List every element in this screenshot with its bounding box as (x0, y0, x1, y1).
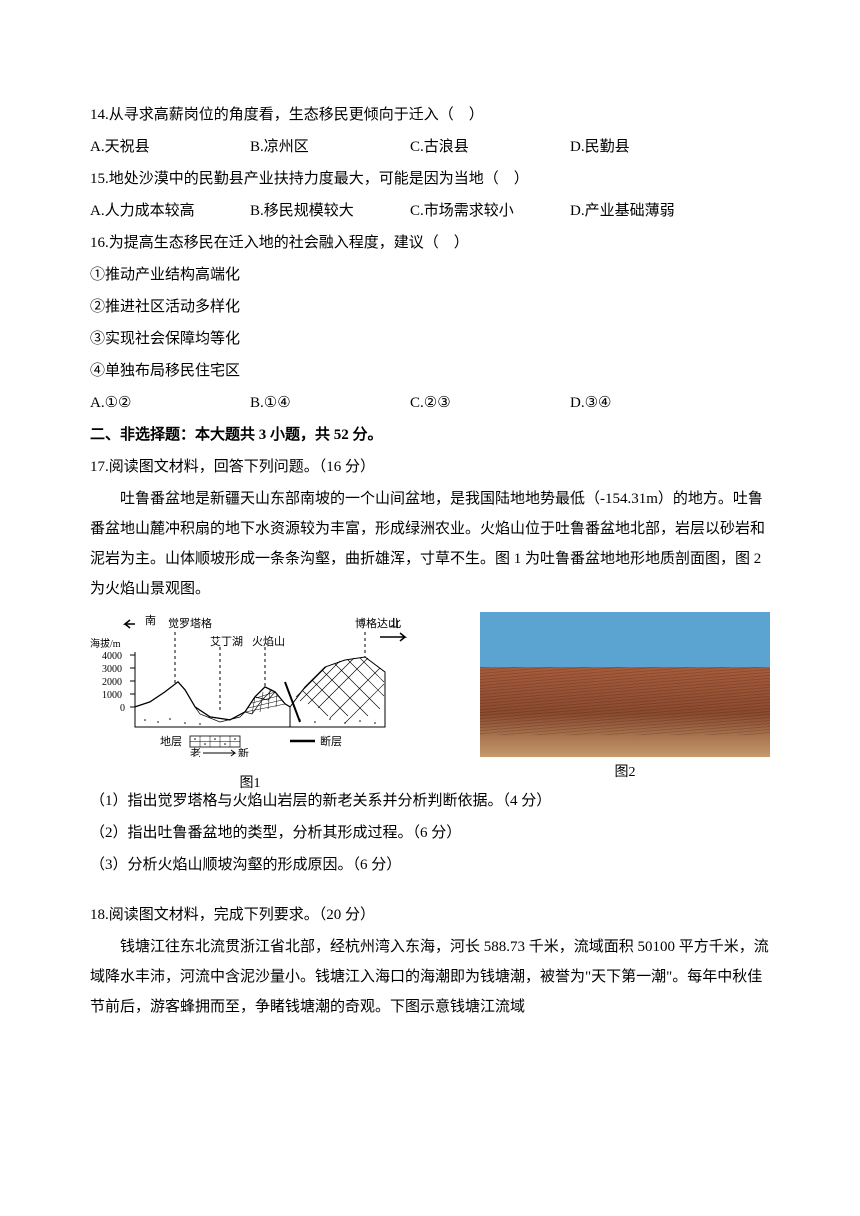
q16-option-b: B.①④ (250, 388, 410, 418)
q16-item-3: ③实现社会保障均等化 (90, 324, 770, 354)
q17-sub2: （2）指出吐鲁番盆地的类型，分析其形成过程。（6 分） (90, 818, 770, 848)
south-arrow-icon (125, 620, 135, 628)
fig1-jueluotage-label: 觉罗塔格 (168, 616, 212, 630)
q18-passage: 钱塘江往东北流贯浙江省北部，经杭州湾入东海，河长 588.73 千米，流域面积 … (90, 932, 770, 1022)
fig1-south-label: 南 (145, 614, 156, 627)
q16-item-4: ④单独布局移民住宅区 (90, 356, 770, 386)
fig1-aidinghu-label: 艾丁湖 (210, 635, 243, 648)
q16-options: A.①② B.①④ C.②③ D.③④ (90, 388, 770, 418)
q16-stem: 16.为提高生态移民在迁入地的社会融入程度，建议（ ） (90, 228, 770, 258)
figure1-container: 南 觉罗塔格 艾丁湖 火焰山 博格达山 北 海拔/m 4000 3000 200… (90, 612, 410, 782)
figure2-container: 图2 (480, 612, 770, 782)
q18-stem: 18.阅读图文材料，完成下列要求。（20 分） (90, 900, 770, 930)
fig1-legend-dilayer: 地层 (160, 735, 182, 748)
q14-option-a: A.天祝县 (90, 132, 250, 162)
fig1-huoyanshan-label: 火焰山 (252, 634, 285, 648)
q14-options: A.天祝县 B.凉州区 C.古浪县 D.民勤县 (90, 132, 770, 162)
q15-option-d: D.产业基础薄弱 (570, 196, 730, 226)
q16-option-d: D.③④ (570, 388, 730, 418)
q14-option-b: B.凉州区 (250, 132, 410, 162)
q16-option-c: C.②③ (410, 388, 570, 418)
figure1-caption: 图1 (90, 770, 410, 798)
q17-passage: 吐鲁番盆地是新疆天山东部南坡的一个山间盆地，是我国陆地地势最低（-154.31m… (90, 484, 770, 604)
huoyanshan-photo (480, 612, 770, 757)
fig1-ytick-3000: 3000 (102, 664, 122, 675)
figures-row: 南 觉罗塔格 艾丁湖 火焰山 博格达山 北 海拔/m 4000 3000 200… (90, 612, 770, 782)
section2-title: 二、非选择题：本大题共 3 小题，共 52 分。 (90, 420, 770, 450)
fig1-legend-fault: 断层 (320, 734, 342, 748)
legend-arrow-icon (203, 750, 235, 756)
q17-stem: 17.阅读图文材料，回答下列问题。（16 分） (90, 452, 770, 482)
q16-option-a: A.①② (90, 388, 250, 418)
geological-cross-section: 南 觉罗塔格 艾丁湖 火焰山 博格达山 北 海拔/m 4000 3000 200… (90, 612, 410, 757)
q15-options: A.人力成本较高 B.移民规模较大 C.市场需求较小 D.产业基础薄弱 (90, 196, 770, 226)
q14-option-d: D.民勤县 (570, 132, 730, 162)
q15-stem: 15.地处沙漠中的民勤县产业扶持力度最大，可能是因为当地（ ） (90, 164, 770, 194)
fig1-ytick-2000: 2000 (102, 677, 122, 688)
q15-option-b: B.移民规模较大 (250, 196, 410, 226)
fig1-ytick-4000: 4000 (102, 651, 122, 662)
spacer (90, 882, 770, 900)
q16-item-2: ②推进社区活动多样化 (90, 292, 770, 322)
q16-item-1: ①推动产业结构高端化 (90, 260, 770, 290)
q14-option-c: C.古浪县 (410, 132, 570, 162)
fig1-ytick-1000: 1000 (102, 690, 122, 701)
fig1-elevation-label: 海拔/m (90, 637, 121, 650)
figure2-caption: 图2 (480, 759, 770, 787)
fig1-north-label: 北 (390, 617, 401, 630)
q15-option-c: C.市场需求较小 (410, 196, 570, 226)
fig1-ytick-0: 0 (120, 703, 125, 714)
q14-stem: 14.从寻求高薪岗位的角度看，生态移民更倾向于迁入（ ） (90, 100, 770, 130)
q15-option-a: A.人力成本较高 (90, 196, 250, 226)
fig1-legend-xin: 新 (238, 746, 249, 757)
north-arrow-icon (380, 633, 405, 641)
q17-sub3: （3）分析火焰山顺坡沟壑的形成原因。（6 分） (90, 850, 770, 880)
fig1-legend-lao: 老 (190, 747, 201, 757)
